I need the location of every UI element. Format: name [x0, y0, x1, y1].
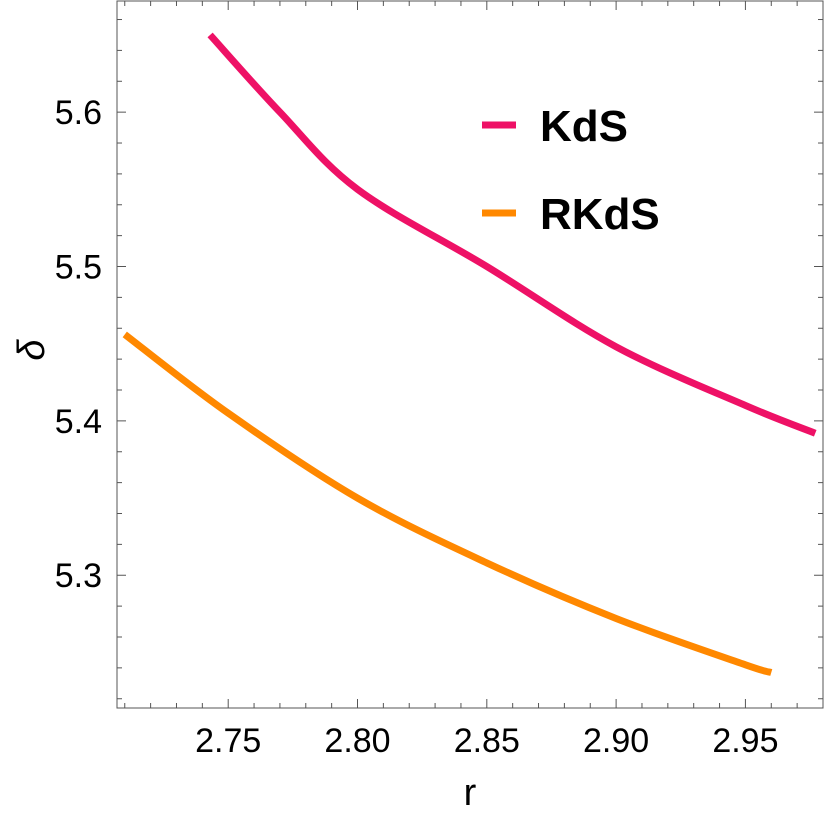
legend: KdS RKdS: [482, 102, 660, 239]
x-tick-label: 2.85: [454, 722, 520, 760]
x-tick-label: 2.90: [583, 722, 649, 760]
series-line-rkds: [122, 331, 773, 676]
series-line-kds: [207, 32, 817, 437]
y-tick-label: 5.3: [55, 557, 102, 595]
y-tick-labels: 5.3 5.4 5.5 5.6: [55, 94, 102, 595]
x-tick-labels: 2.75 2.80 2.85 2.90 2.95: [195, 722, 778, 760]
plot-frame: [116, 0, 824, 709]
x-tick-label: 2.75: [195, 722, 261, 760]
axis-ticks: [117, 1, 824, 708]
x-axis-title: r: [464, 772, 477, 814]
x-tick-label: 2.95: [712, 722, 778, 760]
x-tick-label: 2.80: [324, 722, 390, 760]
y-tick-label: 5.6: [55, 94, 102, 132]
series-lines: [122, 32, 817, 676]
y-tick-label: 5.4: [55, 403, 102, 441]
y-axis-title: δ: [11, 339, 53, 361]
legend-label-kds: KdS: [540, 102, 628, 151]
legend-label-rkds: RKdS: [540, 190, 660, 239]
y-tick-label: 5.5: [55, 249, 102, 287]
